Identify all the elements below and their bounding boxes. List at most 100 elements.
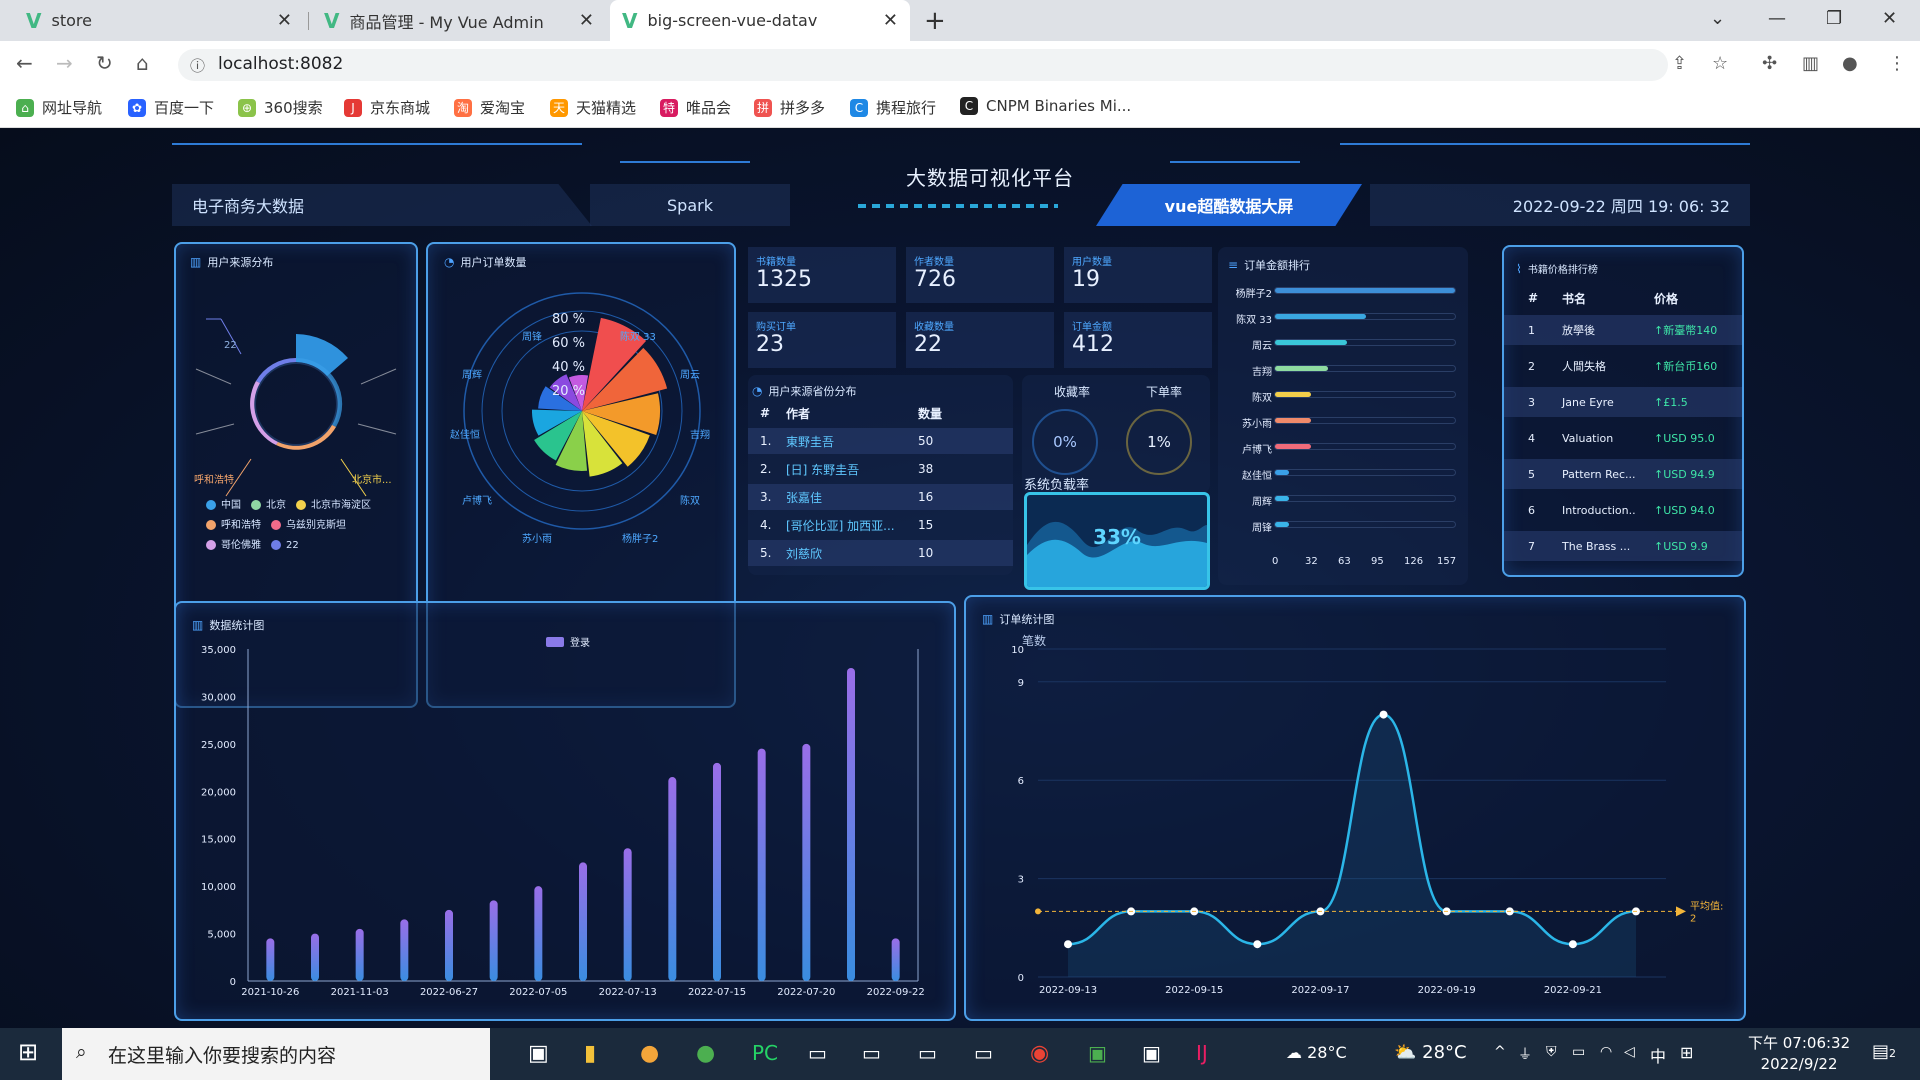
tab-datav[interactable]: V big-screen-vue-datav ✕ <box>610 0 910 41</box>
table-row[interactable]: 4 Valuation ↑USD 95.0 <box>1504 423 1742 453</box>
app-icon[interactable]: ▣ <box>1142 1041 1161 1065</box>
clock[interactable]: 下午 07:06:32 2022/9/22 <box>1748 1034 1851 1073</box>
bookmark-item[interactable]: ⌂ 网址导航 <box>16 97 102 118</box>
table-row[interactable]: 5 Pattern Rec... ↑USD 94.9 <box>1504 459 1742 489</box>
pycharm-icon[interactable]: PC <box>752 1041 779 1065</box>
close-window-icon[interactable]: ✕ <box>1882 8 1898 29</box>
notification-icon[interactable]: ▤2 <box>1872 1041 1897 1062</box>
table-row[interactable]: 1. 東野圭吾 50 <box>748 428 1013 454</box>
line-point[interactable] <box>1379 710 1388 719</box>
line-point[interactable] <box>1064 940 1072 949</box>
bar[interactable] <box>757 748 766 981</box>
chevron-down-icon[interactable]: ⌄ <box>1710 8 1726 29</box>
mic-icon[interactable]: ⏚ <box>1518 1047 1532 1063</box>
bookmark-item[interactable]: 拼拼多多 <box>754 97 825 118</box>
terminal-icon[interactable]: ▭ <box>808 1041 827 1065</box>
profile-icon[interactable]: ● <box>1842 53 1858 74</box>
table-row[interactable]: 5. 刘慈欣 10 <box>748 540 1013 566</box>
legend-label[interactable]: 登录 <box>570 636 590 649</box>
bar[interactable] <box>355 928 364 981</box>
weather-tray[interactable]: ⛅ 28°C <box>1394 1042 1467 1063</box>
table-row[interactable]: 2. [日] 东野圭吾 38 <box>748 456 1013 482</box>
table-row[interactable]: 3 Jane Eyre ↑£1.5 <box>1504 387 1742 417</box>
bar[interactable] <box>802 743 811 981</box>
volume-icon[interactable]: ◁ <box>1624 1044 1635 1060</box>
table-row[interactable]: 6 Introduction... ↑USD 94.0 <box>1504 495 1742 525</box>
table-row[interactable]: 3. 张嘉佳 16 <box>748 484 1013 510</box>
ime-indicator[interactable]: 中 <box>1650 1047 1667 1066</box>
bar[interactable] <box>266 938 275 981</box>
forward-icon[interactable]: → <box>56 51 73 75</box>
header-highlight-band[interactable]: vue超酷数据大屏 <box>1096 184 1362 226</box>
terminal-icon[interactable]: ▭ <box>918 1041 937 1065</box>
url-field[interactable]: ⓘ localhost:8082 <box>178 49 1668 81</box>
bookmark-item[interactable]: J 京东商城 <box>344 97 430 118</box>
bookmark-item[interactable]: 特唯品会 <box>660 97 731 118</box>
legend-item[interactable]: 北京 <box>251 496 286 516</box>
intellij-icon[interactable]: IJ <box>1196 1041 1208 1065</box>
close-icon[interactable]: ✕ <box>578 10 594 31</box>
bookmark-item[interactable]: C 携程旅行 <box>850 97 936 118</box>
bookmark-item[interactable]: ⊕ 360搜索 <box>238 97 323 118</box>
weather-widget[interactable]: ☁ 28°C <box>1286 1043 1347 1062</box>
back-icon[interactable]: ← <box>16 51 33 75</box>
legend-item[interactable]: 北京市海淀区 <box>296 496 371 516</box>
bar[interactable] <box>489 900 498 981</box>
legend-item[interactable]: 乌兹别克斯坦 <box>271 516 346 536</box>
stat-value: 412 <box>1072 332 1114 357</box>
minimize-icon[interactable]: — <box>1768 8 1786 29</box>
bar[interactable] <box>445 909 453 981</box>
app-icon[interactable]: ▣ <box>528 1041 549 1066</box>
wifi-icon[interactable]: ◠ <box>1600 1044 1613 1060</box>
table-row[interactable]: 4. [哥伦比亚] 加西亚... 15 <box>748 512 1013 538</box>
chrome-icon[interactable]: ◉ <box>1030 1041 1050 1066</box>
legend-item[interactable]: 中国 <box>206 496 241 516</box>
close-icon[interactable]: ✕ <box>882 10 898 31</box>
windows-start-icon[interactable]: ⊞ <box>18 1038 39 1066</box>
bar[interactable] <box>623 848 632 981</box>
bar[interactable] <box>891 938 900 981</box>
new-tab-icon[interactable]: + <box>924 6 946 36</box>
line-point[interactable] <box>1568 940 1577 949</box>
table-row[interactable]: 2 人間失格 ↑新台币160 <box>1504 351 1742 381</box>
bar[interactable] <box>713 762 721 981</box>
folder-icon[interactable]: ▮ <box>584 1041 597 1066</box>
star-icon[interactable]: ☆ <box>1712 53 1729 74</box>
keyboard-icon[interactable]: ⊞ <box>1680 1043 1694 1062</box>
legend-item[interactable]: 呼和浩特 <box>206 516 261 536</box>
bar[interactable] <box>311 933 319 981</box>
terminal-icon[interactable]: ▭ <box>974 1041 993 1065</box>
home-icon[interactable]: ⌂ <box>136 51 149 75</box>
bar[interactable] <box>400 919 409 981</box>
app-icon[interactable]: ● <box>696 1041 716 1066</box>
sidebar-icon[interactable]: ▥ <box>1802 53 1820 74</box>
bookmark-item[interactable]: 天天猫精选 <box>550 97 636 118</box>
tab-admin[interactable]: V 商品管理 - My Vue Admin ✕ <box>312 0 606 41</box>
bookmark-item[interactable]: 淘爱淘宝 <box>454 97 525 118</box>
line-point[interactable] <box>1253 940 1262 949</box>
reload-icon[interactable]: ↻ <box>96 51 113 75</box>
bar[interactable] <box>534 886 543 981</box>
close-icon[interactable]: ✕ <box>276 10 292 31</box>
shield-icon[interactable]: ⛨ <box>1546 1044 1557 1060</box>
app-icon[interactable]: ▣ <box>1088 1041 1107 1065</box>
bookmark-item[interactable]: C CNPM Binaries Mi... <box>960 97 1131 115</box>
taskbar-search-input[interactable]: ⌕ 在这里输入你要搜索的内容 <box>62 1028 490 1080</box>
bar[interactable] <box>668 777 677 981</box>
table-row[interactable]: 1 放學後 ↑新臺幣140 <box>1504 315 1742 345</box>
tray-chevron-icon[interactable]: ^ <box>1494 1044 1506 1060</box>
terminal-icon[interactable]: ▭ <box>862 1041 881 1065</box>
legend-item[interactable]: 哥伦佛雅 <box>206 536 261 556</box>
tab-store[interactable]: V store ✕ <box>14 0 304 41</box>
restore-icon[interactable]: ❐ <box>1826 8 1843 29</box>
app-icon[interactable]: ● <box>640 1041 660 1066</box>
bar[interactable] <box>579 862 587 981</box>
extensions-icon[interactable]: ✣ <box>1762 53 1778 74</box>
bookmark-item[interactable]: ✿ 百度一下 <box>128 97 214 118</box>
share-icon[interactable]: ⇪ <box>1672 53 1688 74</box>
menu-icon[interactable]: ⋮ <box>1888 53 1906 74</box>
bar[interactable] <box>847 667 855 981</box>
legend-item[interactable]: 22 <box>271 536 299 556</box>
table-row[interactable]: 7 The Brass ... ↑USD 9.9 <box>1504 531 1742 561</box>
battery-icon[interactable]: ▭ <box>1572 1044 1586 1060</box>
